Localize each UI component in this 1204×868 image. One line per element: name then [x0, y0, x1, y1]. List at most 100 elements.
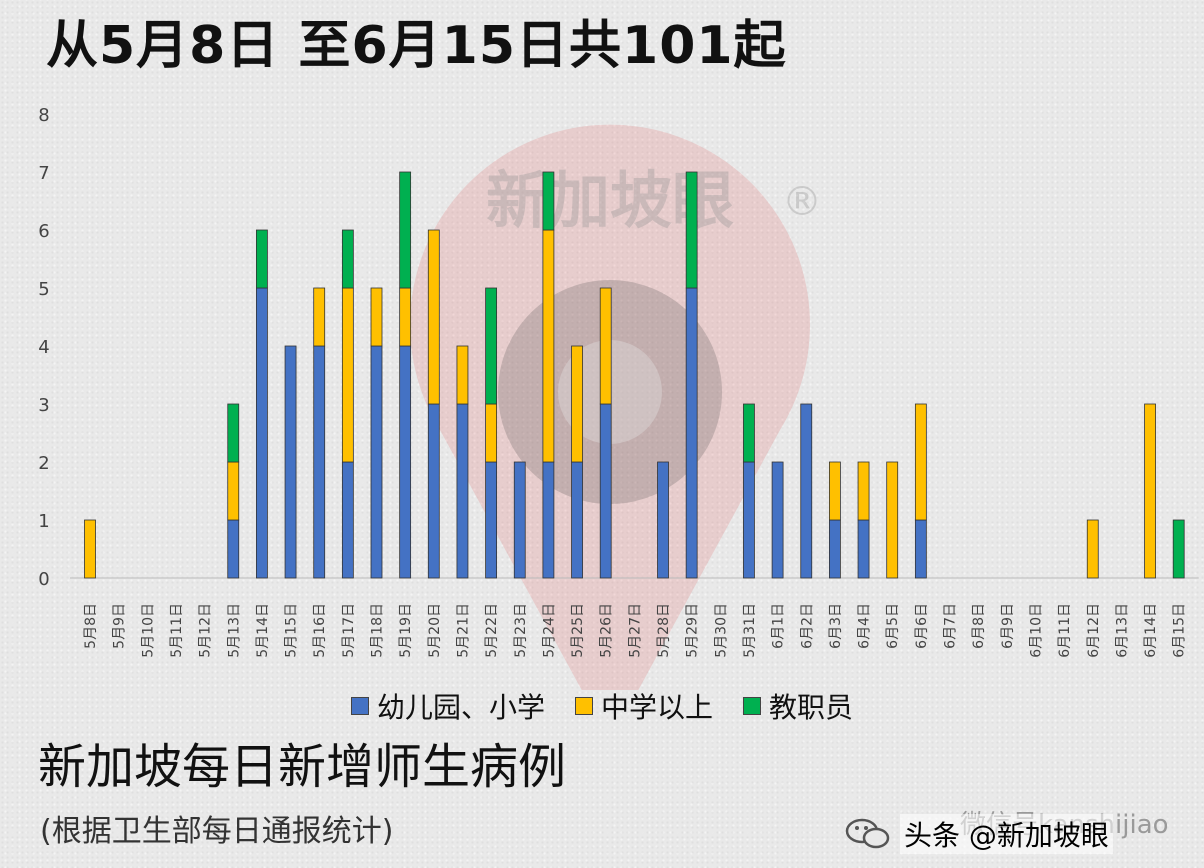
bars-group	[70, 171, 1199, 579]
x-tick-label: 5月17日	[341, 603, 357, 658]
legend-label-staff: 教职员	[769, 691, 854, 724]
bar-segment-series-2-9	[341, 229, 354, 289]
bar-segment-series-0-25	[800, 403, 813, 579]
x-tick-label: 6月1日	[771, 603, 787, 649]
bar-segment-series-0-9	[341, 461, 354, 579]
bar-segment-series-1-27	[857, 461, 870, 521]
bar-segment-series-0-7	[284, 345, 297, 579]
x-tick-label: 6月15日	[1172, 603, 1188, 658]
x-tick-label: 5月27日	[627, 603, 643, 658]
legend-label-kindergarten-primary: 幼儿园、小学	[376, 691, 545, 724]
bar-segment-series-0-26	[829, 519, 841, 579]
bar-segment-series-0-10	[370, 345, 383, 579]
x-tick-label: 5月16日	[312, 603, 328, 658]
bar-segment-series-1-29	[914, 403, 927, 521]
x-tick-label: 5月29日	[685, 603, 701, 658]
bar-segment-series-1-0	[84, 519, 96, 579]
bar-segment-series-1-8	[313, 287, 326, 347]
watermark: 新加坡眼 ®	[410, 124, 822, 690]
footer-text-stack: 微信号kanshijiao 头条 @新加坡眼	[900, 808, 1180, 860]
bar-segment-series-1-37	[1144, 403, 1156, 579]
y-tick-label: 3	[38, 395, 49, 416]
bar-segment-series-1-35	[1086, 519, 1099, 579]
x-tick-label: 5月31日	[742, 603, 758, 658]
bar-segment-series-1-9	[341, 287, 354, 463]
bar-segment-series-0-13	[456, 403, 469, 579]
x-tick-label: 6月12日	[1086, 603, 1102, 658]
x-tick-label: 6月8日	[971, 603, 987, 649]
y-axis: 0 1 2 3 4 5 6 7 8	[38, 105, 49, 590]
bar-segment-series-2-23	[743, 403, 755, 463]
bar-segment-series-2-38	[1172, 519, 1185, 579]
x-tick-label: 5月15日	[284, 603, 300, 658]
bar-segment-series-1-26	[829, 461, 841, 521]
bar-segment-series-0-23	[743, 461, 755, 579]
x-tick-label: 6月9日	[1000, 603, 1016, 649]
x-tick-label: 5月28日	[656, 603, 672, 658]
wechat-icon	[845, 818, 890, 849]
y-tick-label: 2	[38, 453, 49, 474]
x-tick-label: 5月13日	[226, 603, 242, 658]
stacked-bar-chart: 新加坡眼 ® 0 1 2 3 4 5 6 7 8 5月8日 5月9日 5月10日 5月11日 5月12日…	[38, 105, 1199, 690]
x-tick-label: 5月25日	[570, 603, 586, 658]
bar-segment-series-2-16	[542, 171, 555, 231]
legend-swatch-kindergarten-primary	[350, 697, 369, 715]
x-tick-label: 6月6日	[914, 603, 930, 649]
bar-segment-series-2-11	[399, 171, 412, 289]
legend-item-staff: 教职员	[743, 686, 853, 726]
x-tick-label: 5月26日	[599, 603, 615, 658]
bar-segment-series-0-20	[657, 461, 669, 579]
source-note: (根据卫生部每日通报统计)	[40, 814, 394, 849]
x-tick-label: 5月19日	[398, 603, 414, 658]
bar-segment-series-1-12	[427, 229, 440, 405]
y-tick-label: 7	[38, 163, 49, 184]
x-tick-label: 6月3日	[828, 603, 844, 649]
y-tick-label: 0	[38, 569, 49, 590]
y-tick-label: 4	[38, 337, 49, 358]
y-tick-label: 8	[38, 105, 49, 126]
legend-item-secondary-and-above: 中学以上	[574, 686, 713, 726]
legend-swatch-secondary-and-above	[574, 697, 593, 715]
bar-segment-series-0-6	[255, 287, 268, 579]
bar-segment-series-0-11	[399, 345, 412, 579]
legend-item-kindergarten-primary: 幼儿园、小学	[350, 686, 545, 726]
bar-segment-series-1-18	[599, 287, 612, 405]
legend-swatch-staff	[743, 697, 761, 715]
bar-segment-series-1-17	[571, 345, 583, 463]
x-tick-label: 5月24日	[541, 603, 557, 658]
legend-label-secondary-and-above: 中学以上	[600, 691, 713, 724]
bar-segment-series-1-10	[370, 287, 383, 347]
bar-segment-series-2-14	[485, 287, 498, 405]
subtitle: 新加坡每日新增师生病例	[38, 739, 567, 795]
x-tick-label: 6月14日	[1143, 603, 1159, 658]
bar-segment-series-0-16	[542, 461, 555, 579]
bar-segment-series-0-5	[227, 519, 240, 579]
bar-segment-series-0-21	[685, 287, 698, 579]
bar-segment-series-2-21	[685, 171, 698, 289]
bar-segment-series-0-12	[427, 403, 440, 579]
x-tick-label: 5月11日	[169, 603, 185, 658]
bar-segment-series-2-5	[227, 403, 240, 463]
bar-segment-series-0-8	[313, 345, 326, 579]
x-tick-label: 5月20日	[427, 603, 443, 658]
y-tick-label: 5	[38, 279, 49, 300]
x-tick-label: 6月11日	[1057, 603, 1073, 658]
bar-segment-series-1-16	[542, 229, 555, 463]
x-axis: 5月8日 5月9日 5月10日 5月11日 5月12日 5月13日 5月14日 5月15日 5月…	[83, 603, 1188, 658]
bar-segment-series-2-6	[255, 229, 268, 289]
x-tick-label: 5月10日	[140, 603, 156, 658]
x-tick-label: 5月14日	[255, 603, 271, 658]
x-tick-label: 6月4日	[857, 603, 873, 649]
x-tick-label: 5月23日	[513, 603, 529, 658]
bar-segment-series-0-14	[485, 461, 498, 579]
x-tick-label: 6月10日	[1028, 603, 1044, 658]
legend: 幼儿园、小学 中学以上 教职员	[0, 686, 1204, 726]
bar-segment-series-0-27	[857, 519, 870, 579]
bar-segment-series-0-17	[571, 461, 583, 579]
x-tick-label: 6月5日	[885, 603, 901, 649]
x-tick-label: 5月18日	[370, 603, 386, 658]
headline: 从5月8日 至6月15日共101起	[46, 16, 787, 76]
bar-segment-series-0-15	[513, 461, 526, 579]
toutiao-handle: 头条 @新加坡眼	[900, 814, 1113, 854]
bar-segment-series-0-29	[914, 519, 927, 579]
